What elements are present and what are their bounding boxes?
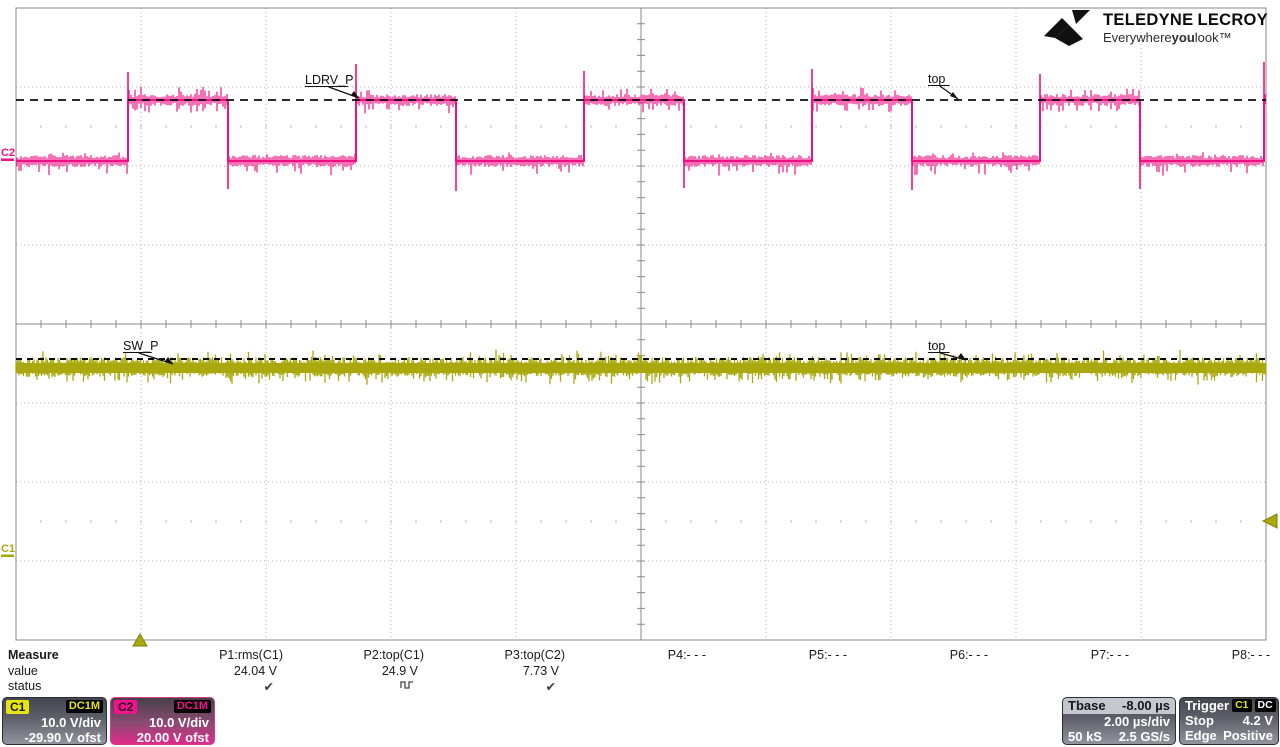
measure-panel-title: Measure [8, 648, 59, 662]
trigger-mode: Stop [1185, 713, 1214, 728]
measure-param-name[interactable]: P1:rms(C1) [219, 648, 283, 662]
status-pulse-icon [399, 679, 415, 694]
measure-param-name[interactable]: P8:- - - [1231, 648, 1270, 662]
measure-param-name[interactable]: P7:- - - [1090, 648, 1129, 662]
trigger-coupling-badge: DC [1254, 699, 1276, 712]
tbase-time-per-div: 2.00 µs/div [1103, 714, 1170, 729]
measure-param-name[interactable]: P5:- - - [808, 648, 847, 662]
measure-row-label-status: status [8, 679, 42, 693]
trigger-level: 4.2 V [1242, 713, 1273, 728]
measure-row-label-value: value [8, 664, 38, 678]
trigger-source-badge: C1 [1232, 699, 1252, 712]
timebase-descriptor[interactable]: Tbase -8.00 µs 2.00 µs/div 50 kS 2.5 GS/… [1062, 697, 1176, 745]
trace-label: top [928, 339, 945, 353]
measure-param-name[interactable]: P6:- - - [949, 648, 988, 662]
tbase-sample-count: 50 kS [1068, 729, 1102, 744]
trigger-descriptor[interactable]: Trigger C1 DC Stop 4.2 V Edge Positive [1179, 697, 1279, 745]
measure-column-6: P6:- - - [848, 648, 988, 698]
c1-coupling-badge: DC1M [65, 700, 103, 713]
measure-param-name[interactable]: P4:- - - [667, 648, 706, 662]
measure-param-name[interactable]: P3:top(C2) [504, 648, 565, 662]
measure-column-2: P2:top(C1) 24.9 V [284, 648, 424, 698]
brand-name: TELEDYNE LECROY [1103, 10, 1268, 29]
c2-coupling-badge: DC1M [173, 700, 211, 713]
tbase-sample-rate: 2.5 GS/s [1118, 729, 1170, 744]
status-check-icon: ✔ [545, 680, 556, 694]
measure-param-name[interactable]: P2:top(C1) [363, 648, 424, 662]
trigger-time-marker[interactable] [132, 633, 148, 647]
tbase-delay: -8.00 µs [1122, 698, 1170, 713]
c1-offset: -29.90 V ofst [24, 730, 101, 745]
c1-zero-level-marker[interactable]: C1 [1, 543, 15, 555]
brand-tagline: Everywhereyoulook™ [1103, 29, 1232, 45]
c1-volts-per-div: 10.0 V/div [41, 715, 101, 730]
status-check-icon: ✔ [263, 680, 274, 694]
trace-label: SW_P [123, 339, 158, 353]
trigger-level-marker[interactable] [1261, 513, 1278, 529]
measure-column-5: P5:- - - [707, 648, 847, 698]
measure-column-7: P7:- - - [989, 648, 1129, 698]
c2-offset: 20.00 V ofst [136, 730, 209, 745]
channel-descriptor-c1[interactable]: C1 DC1M 10.0 V/div -29.90 V ofst [2, 697, 107, 745]
measure-column-1: P1:rms(C1) 24.04 V ✔ [143, 648, 283, 698]
teledyne-lecroy-logo: TELEDYNE LECROY Everywhereyoulook™ [1042, 9, 1268, 47]
measure-value: 7.73 V [522, 664, 559, 678]
tbase-label: Tbase [1068, 698, 1106, 713]
trigger-label: Trigger [1185, 698, 1230, 713]
c2-zero-level-marker[interactable]: C2 [1, 147, 15, 159]
trigger-slope: Positive [1223, 728, 1273, 743]
measure-value: 24.04 V [233, 664, 277, 678]
trace-label: top [928, 72, 945, 86]
measure-column-8: P8:- - - [1130, 648, 1270, 698]
measure-column-4: P4:- - - [566, 648, 706, 698]
measure-column-3: P3:top(C2) 7.73 V ✔ [425, 648, 565, 698]
channel-descriptor-c2[interactable]: C2 DC1M 10.0 V/div 20.00 V ofst [110, 697, 215, 745]
c2-volts-per-div: 10.0 V/div [149, 715, 209, 730]
measure-value: 24.9 V [381, 664, 418, 678]
c1-channel-badge[interactable]: C1 [6, 700, 30, 714]
teledyne-logo-icon [1044, 10, 1091, 46]
measure-panel: Measure value status P1:rms(C1) 24.04 V ✔ P… [0, 648, 1280, 698]
trace-label: LDRV_P [305, 73, 353, 87]
trigger-type: Edge [1185, 728, 1217, 743]
c2-channel-badge[interactable]: C2 [114, 700, 138, 714]
